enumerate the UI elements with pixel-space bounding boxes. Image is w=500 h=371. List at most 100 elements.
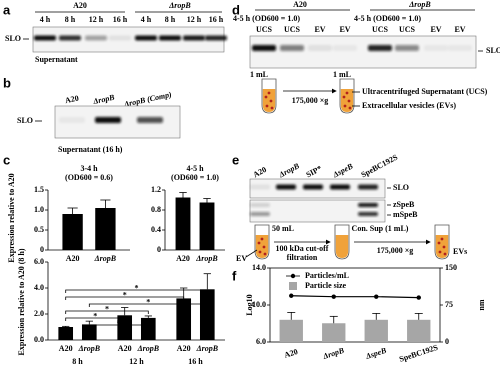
band: [368, 45, 392, 51]
lane-label: 16 h: [113, 15, 128, 24]
band: [85, 35, 107, 41]
bar: [176, 298, 192, 340]
x-tick-label: A20: [177, 344, 191, 353]
legend-marker: [290, 273, 296, 279]
significance-label: *: [135, 283, 139, 292]
bar: [279, 319, 303, 342]
panel-label: a: [3, 2, 11, 17]
band: [109, 35, 131, 41]
y-tick-label: 14.0: [252, 263, 266, 272]
significance-bracket: [65, 289, 208, 293]
band-label: SLO: [5, 34, 21, 43]
chart-title: 4-5 h: [186, 164, 204, 173]
vesicle: [270, 106, 274, 110]
significance-label: *: [146, 297, 150, 306]
y-tick-label: 0.5: [34, 225, 44, 234]
lane-label: SIP*: [305, 164, 324, 180]
vesicle: [260, 237, 264, 241]
band: [183, 35, 205, 41]
vesicle: [345, 91, 349, 95]
bar: [81, 324, 97, 340]
band: [395, 45, 419, 51]
speed-label: 175,000 ×g: [377, 246, 414, 255]
x-tick-label: ΔropB: [195, 254, 218, 263]
vesicle: [438, 250, 442, 254]
y-tick-label: 0.0: [34, 335, 44, 344]
chart-subtitle: (OD600 = 0.6): [65, 173, 113, 182]
evs-label: EVs: [453, 247, 467, 256]
significance-bracket: [65, 310, 149, 314]
blot: [249, 199, 386, 223]
band: [280, 45, 304, 51]
y-tick-label: 4.0: [34, 283, 44, 292]
chart-subtitle: (OD600 = 1.0): [171, 173, 219, 182]
band: [358, 184, 378, 190]
band-label: zSpeB: [393, 200, 415, 209]
y2-tick-label: 150: [445, 263, 457, 272]
vesicle: [443, 252, 447, 256]
significance-label: *: [105, 304, 109, 313]
y-tick-label: 6.0: [256, 337, 266, 346]
x-tick-label: ΔropB: [321, 346, 346, 362]
band: [358, 203, 378, 207]
band: [358, 212, 378, 216]
y2-tick-label: 75: [445, 300, 453, 309]
point: [374, 294, 379, 299]
band: [448, 45, 472, 51]
group-label: ΔropB: [168, 1, 191, 10]
panel-label: c: [3, 152, 10, 167]
panel-label: f: [232, 268, 237, 283]
bar: [364, 319, 388, 342]
vesicle: [263, 252, 267, 256]
band: [34, 35, 56, 41]
x-tick-label: SpeBC192S: [398, 343, 439, 364]
lane-label: A20: [64, 94, 79, 106]
band: [308, 45, 332, 51]
y2-axis-label: nm: [477, 299, 486, 310]
condition-label: 4-5 h (OD600 = 1.0): [233, 14, 300, 23]
bar: [199, 289, 215, 340]
significance-label: *: [123, 290, 127, 299]
vesicle: [347, 99, 351, 103]
significance-bracket: [88, 303, 208, 307]
band: [424, 45, 448, 51]
lane-label: ΔropB: [277, 161, 302, 180]
lane-label: 8 h: [65, 15, 76, 24]
speed-label: 175,000 ×g: [292, 96, 329, 105]
group-label: A20: [293, 0, 307, 9]
x-tick-label: ΔropB: [137, 344, 160, 353]
volume-label: 1 mL: [250, 70, 268, 79]
lane-label: 16 h: [209, 15, 224, 24]
legend-label: Particle size: [305, 281, 347, 290]
y-tick-label: 0: [40, 245, 44, 254]
vesicle: [262, 245, 266, 249]
bar: [117, 315, 133, 340]
band: [250, 203, 270, 207]
point: [416, 295, 421, 300]
lane-label: EV: [454, 25, 465, 34]
bar: [175, 197, 191, 250]
panel-label: d: [232, 2, 240, 17]
legend-marker: [289, 282, 297, 290]
volume-label: Con. Sup (1 mL): [352, 224, 409, 233]
tube-liquid: [335, 235, 349, 258]
band-label: SLO: [17, 116, 33, 125]
y-tick-label: 1.2: [151, 185, 161, 194]
caption: Supernatant (16 h): [58, 145, 123, 154]
group-label: 12 h: [129, 357, 144, 366]
band-label: SLO: [393, 183, 409, 192]
band: [330, 184, 350, 190]
vesicle: [343, 104, 347, 108]
y2-tick-label: 0: [445, 337, 449, 346]
condition-label: 4-5 h (OD600 = 1.0): [354, 14, 421, 23]
vesicle: [269, 99, 273, 103]
bar: [95, 208, 116, 250]
y-axis-label: Expression relative to A20 (8 h): [17, 248, 26, 355]
y-tick-label: 2.0: [34, 309, 44, 318]
vesicle: [258, 250, 262, 254]
band-label: SLO: [486, 46, 500, 55]
lane-label: ΔspeB: [331, 161, 355, 180]
vesicle: [440, 237, 444, 241]
lane-label: 4 h: [141, 15, 152, 24]
